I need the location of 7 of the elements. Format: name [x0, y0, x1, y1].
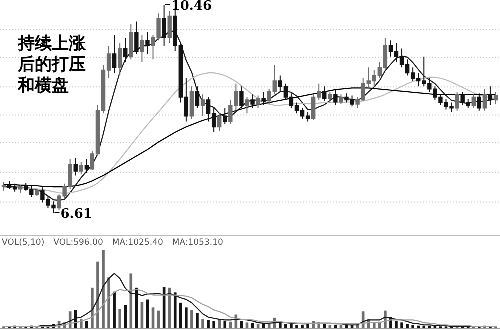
annotation: 持续上涨后的打压和横盘 — [18, 34, 87, 97]
annotation: 10.46 — [171, 0, 212, 14]
text: MA:1025.40 — [112, 238, 164, 248]
text: VOL(5,10) — [2, 238, 45, 248]
text: VOL:596.00 — [54, 238, 104, 248]
text: MA:1053.10 — [172, 238, 224, 248]
annotation: 6.61 — [60, 207, 92, 222]
